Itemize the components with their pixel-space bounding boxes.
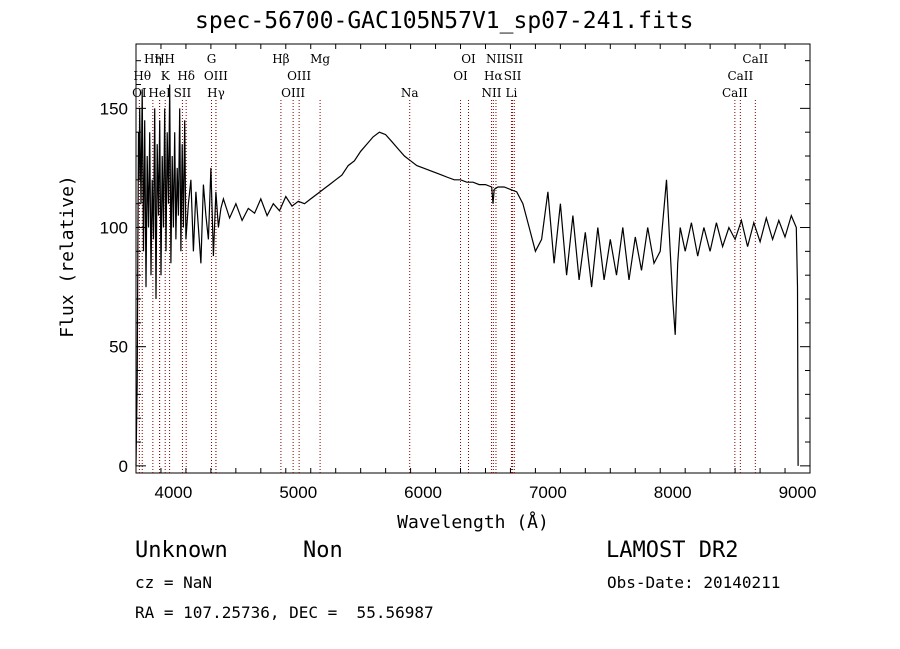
chart-title: spec-56700-GAC105N57V1_sp07-241.fits xyxy=(195,8,694,34)
line-label: Hθ xyxy=(133,69,151,83)
obs-date-text: Obs-Date: 20140211 xyxy=(607,573,781,592)
line-label: H xyxy=(154,52,164,66)
line-label: HeI xyxy=(148,86,171,100)
line-label: OIII xyxy=(281,86,305,100)
line-label: G xyxy=(207,52,217,66)
redshift-text: cz = NaN xyxy=(135,573,213,592)
line-label: Hη xyxy=(144,52,162,66)
line-label: Na xyxy=(401,86,419,100)
line-label: CaII xyxy=(722,86,748,100)
y-axis-label: Flux (relative) xyxy=(57,175,78,338)
line-label: OI xyxy=(453,69,468,83)
y-tick-label: 150 xyxy=(100,99,128,118)
y-tick-label: 0 xyxy=(119,457,128,476)
object-subclass: Non xyxy=(303,538,343,563)
line-label: Li xyxy=(506,86,518,100)
x-tick-label: 6000 xyxy=(404,483,442,502)
line-label: OI xyxy=(132,86,147,100)
line-label: OIII xyxy=(204,69,228,83)
x-tick-label: 4000 xyxy=(155,483,193,502)
x-axis-label: Wavelength (Å) xyxy=(397,511,549,533)
line-label: Mg xyxy=(310,52,330,66)
line-label: NII xyxy=(481,86,501,100)
y-tick-label: 50 xyxy=(109,338,128,357)
line-label: CaII xyxy=(742,52,768,66)
line-label: Hδ xyxy=(177,69,195,83)
line-label: K xyxy=(161,69,171,83)
line-label: OIII xyxy=(287,69,311,83)
line-label: SII xyxy=(505,52,523,66)
x-tick-label: 7000 xyxy=(529,483,567,502)
line-label: Hα xyxy=(484,69,503,83)
line-label: CaII xyxy=(727,69,753,83)
x-tick-label: 8000 xyxy=(654,483,692,502)
y-tick-label: 100 xyxy=(100,219,128,238)
plot-frame xyxy=(135,43,811,474)
line-label: Hβ xyxy=(272,52,289,66)
line-label: NII xyxy=(486,52,506,66)
coordinates-text: RA = 107.25736, DEC = 55.56987 xyxy=(135,603,434,622)
survey-label: LAMOST DR2 xyxy=(606,538,739,563)
x-tick-label: 9000 xyxy=(779,483,817,502)
line-label: Hγ xyxy=(207,86,225,100)
line-label: OI xyxy=(461,52,476,66)
spectrum-line xyxy=(135,84,799,466)
line-label: SII xyxy=(174,86,192,100)
x-tick-label: 5000 xyxy=(279,483,317,502)
object-class: Unknown xyxy=(135,538,228,563)
line-label: SII xyxy=(504,69,522,83)
line-label: H xyxy=(164,52,174,66)
